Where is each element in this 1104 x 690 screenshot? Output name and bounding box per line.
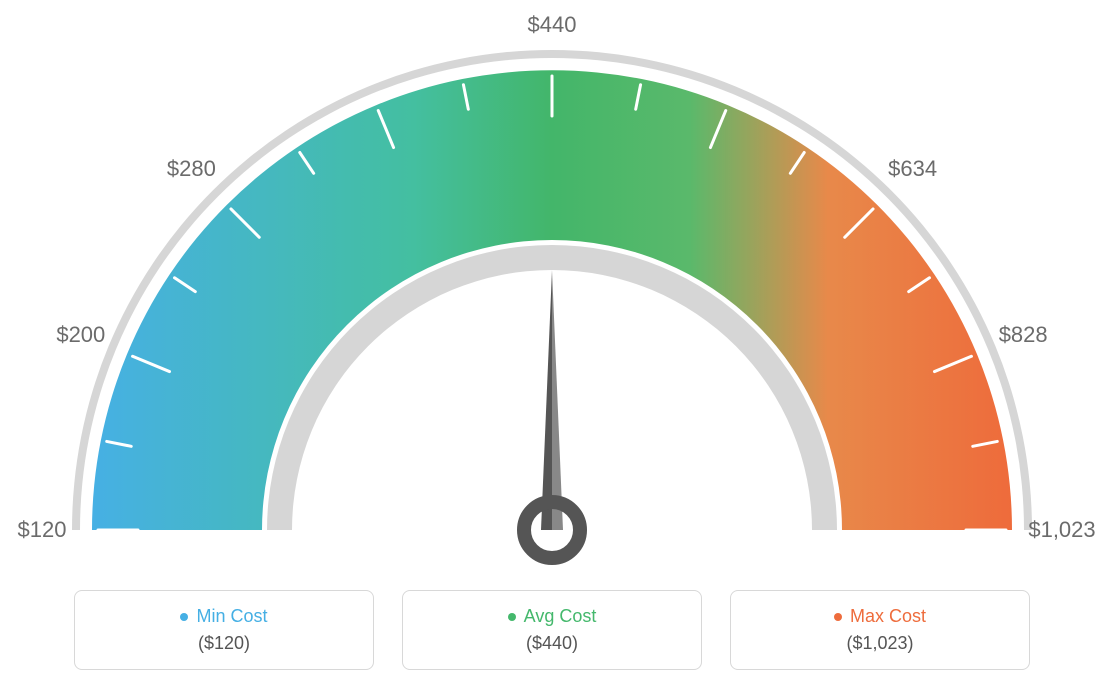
legend-dot-avg: [508, 613, 516, 621]
gauge-tick-label: $1,023: [1028, 517, 1095, 543]
legend-label-text: Min Cost: [196, 606, 267, 627]
legend-card-max: Max Cost ($1,023): [730, 590, 1030, 670]
gauge-tick-label: $634: [888, 156, 937, 182]
cost-gauge-chart: $120 $200 $280 $440 $634 $828 $1,023 Min Cost …: [0, 0, 1104, 690]
legend-label-text: Max Cost: [850, 606, 926, 627]
legend-dot-min: [180, 613, 188, 621]
legend-value-min: ($120): [198, 633, 250, 654]
legend-label-min: Min Cost: [180, 606, 267, 627]
legend-card-min: Min Cost ($120): [74, 590, 374, 670]
gauge-tick-label: $120: [18, 517, 67, 543]
gauge-tick-label: $828: [999, 322, 1048, 348]
legend-label-text: Avg Cost: [524, 606, 597, 627]
gauge-svg: [0, 0, 1104, 590]
legend-row: Min Cost ($120) Avg Cost ($440) Max Cost…: [0, 590, 1104, 670]
gauge-tick-label: $200: [56, 322, 105, 348]
legend-value-max: ($1,023): [846, 633, 913, 654]
legend-label-avg: Avg Cost: [508, 606, 597, 627]
legend-card-avg: Avg Cost ($440): [402, 590, 702, 670]
gauge-tick-label: $280: [167, 156, 216, 182]
gauge-area: $120 $200 $280 $440 $634 $828 $1,023: [0, 0, 1104, 590]
legend-dot-max: [834, 613, 842, 621]
legend-value-avg: ($440): [526, 633, 578, 654]
legend-label-max: Max Cost: [834, 606, 926, 627]
gauge-tick-label: $440: [528, 12, 577, 38]
